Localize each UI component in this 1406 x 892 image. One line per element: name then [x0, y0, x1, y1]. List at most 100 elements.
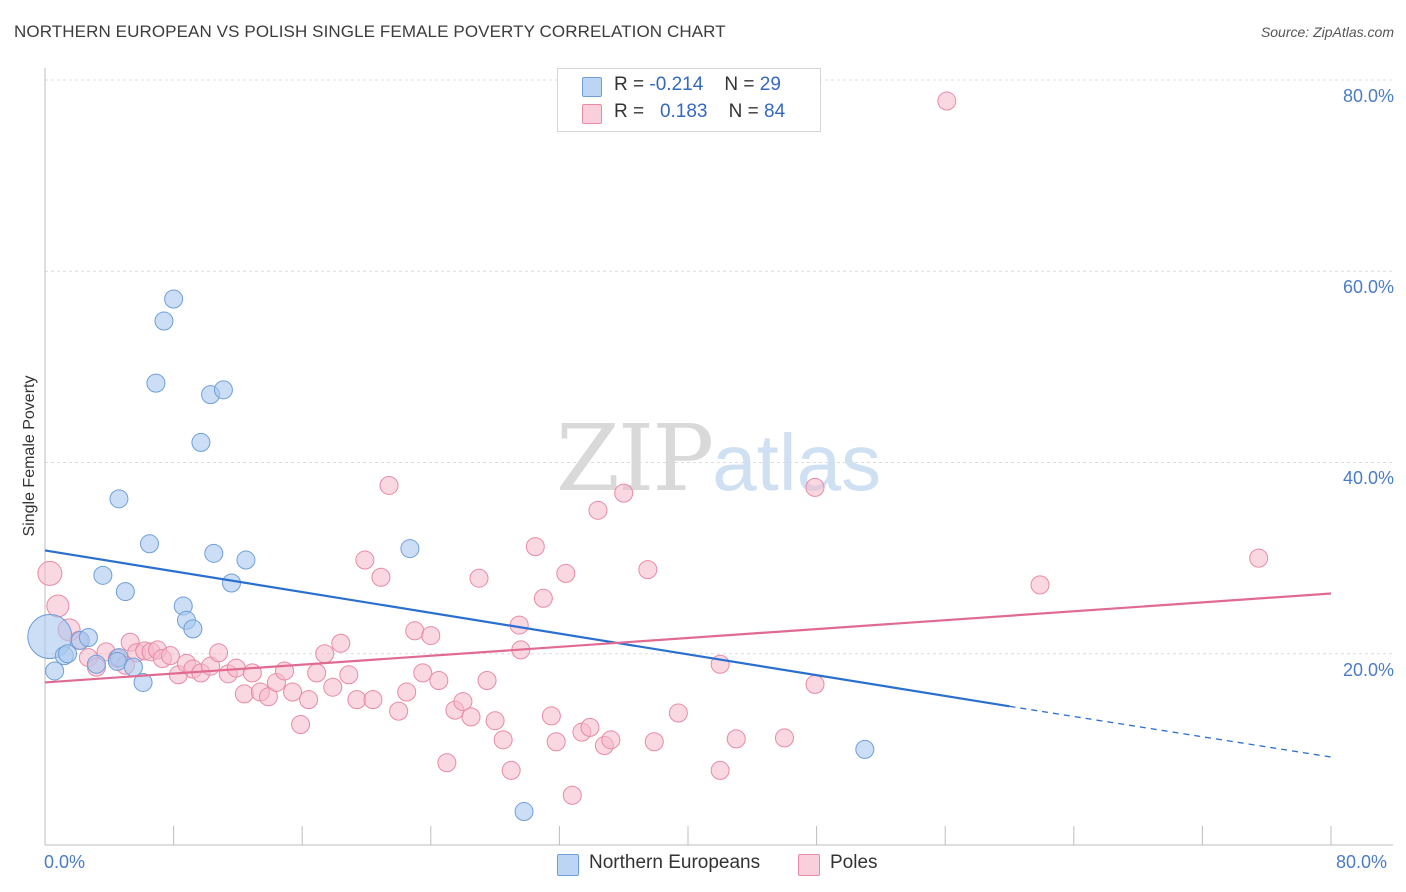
legend-label: Poles: [830, 852, 878, 873]
poles-point: [1030, 575, 1050, 595]
poles-point: [601, 730, 621, 750]
poles-point: [347, 690, 367, 710]
poles-point: [299, 690, 319, 710]
legend-n-value: 29: [759, 74, 781, 95]
northern-point: [86, 654, 106, 674]
poles-point: [453, 692, 473, 712]
northern-point: [78, 627, 98, 647]
northern-point: [139, 534, 159, 554]
northern-point: [221, 573, 241, 593]
legend-r-label: R =: [614, 74, 645, 95]
poles-point: [726, 729, 746, 749]
y-tick-label: 40.0%: [1342, 468, 1394, 488]
poles-point: [556, 563, 576, 583]
source-label: Source: ZipAtlas.com: [1260, 24, 1394, 40]
poles-point: [339, 665, 359, 685]
poles-point: [234, 684, 254, 704]
northern-trendline-projection: [1009, 705, 1332, 758]
northern-point: [146, 373, 166, 393]
poles-point: [614, 483, 634, 503]
poles-point: [37, 560, 63, 586]
legend-swatch: [798, 854, 820, 876]
poles-point: [493, 730, 513, 750]
poles-point: [562, 785, 582, 805]
northern-point: [514, 802, 534, 822]
legend-swatch: [582, 104, 602, 124]
northern-point: [123, 657, 143, 677]
northern-point: [191, 432, 211, 452]
northern-point: [236, 550, 256, 570]
poles-point: [371, 567, 391, 587]
watermark: ZIPatlas: [556, 405, 881, 512]
poles-point: [469, 568, 489, 588]
poles-point: [421, 626, 441, 646]
poles-point: [638, 560, 658, 580]
poles-point: [323, 677, 343, 697]
poles-point: [355, 550, 375, 570]
poles-point: [363, 690, 383, 710]
northern-point: [133, 672, 153, 692]
poles-point: [805, 477, 825, 497]
poles-point: [160, 646, 180, 666]
poles-point: [258, 687, 278, 707]
legend-r-value: -0.214: [649, 74, 704, 95]
poles-point: [668, 703, 688, 723]
chart-title: NORTHERN EUROPEAN VS POLISH SINGLE FEMAL…: [14, 22, 726, 41]
northern-point: [204, 543, 224, 563]
y-tick-label: 20.0%: [1342, 660, 1394, 680]
legend-n-label: N =: [728, 101, 759, 122]
poles-point: [209, 643, 229, 663]
legend-r-value: 0.183: [659, 101, 708, 122]
poles-point: [46, 594, 70, 618]
poles-point: [315, 644, 335, 664]
northern-point: [107, 651, 127, 671]
poles-point: [429, 671, 449, 691]
legend-n-value: 84: [764, 101, 786, 122]
poles-point: [397, 682, 417, 702]
poles-point: [580, 717, 600, 737]
poles-point: [644, 732, 664, 752]
poles-point: [413, 663, 433, 683]
poles-point: [461, 707, 481, 727]
correlation-legend: R = -0.214 N = 29 R = 0.183 N = 84: [557, 68, 821, 132]
northern-point: [400, 539, 420, 559]
poles-point: [437, 753, 457, 773]
poles-point: [307, 663, 327, 683]
northern-point: [855, 739, 875, 759]
poles-point: [541, 706, 561, 726]
poles-point: [389, 701, 409, 721]
northern-point: [115, 582, 135, 602]
northern-point: [183, 619, 203, 639]
northern-point: [93, 565, 113, 585]
poles-point: [501, 760, 521, 780]
northern-point: [45, 661, 65, 681]
poles-point: [774, 728, 794, 748]
watermark-zip: ZIP: [556, 405, 714, 512]
poles-point: [805, 674, 825, 694]
northern-point: [58, 644, 78, 664]
poles-point: [937, 91, 957, 111]
legend-swatch: [582, 77, 602, 97]
poles-point: [405, 621, 425, 641]
northern-point: [213, 380, 233, 400]
legend-label: Northern Europeans: [589, 852, 761, 873]
y-tick-label: 60.0%: [1342, 277, 1394, 297]
x-tick-label: 80.0%: [1336, 852, 1388, 872]
poles-point: [588, 500, 608, 520]
legend-swatch: [557, 854, 579, 876]
y-tick-label: 80.0%: [1342, 86, 1394, 106]
poles-trendline: [44, 592, 1332, 684]
northern-point: [109, 489, 129, 509]
northern-trendline: [44, 549, 1010, 708]
poles-point: [283, 682, 303, 702]
poles-point: [1249, 548, 1269, 568]
poles-point: [546, 732, 566, 752]
poles-point: [291, 715, 311, 735]
poles-point: [525, 537, 545, 557]
northern-point: [164, 289, 184, 309]
legend-n-label: N =: [724, 74, 755, 95]
legend-r-label: R =: [614, 101, 645, 122]
poles-point: [379, 475, 399, 495]
poles-point: [533, 588, 553, 608]
poles-point: [485, 711, 505, 731]
